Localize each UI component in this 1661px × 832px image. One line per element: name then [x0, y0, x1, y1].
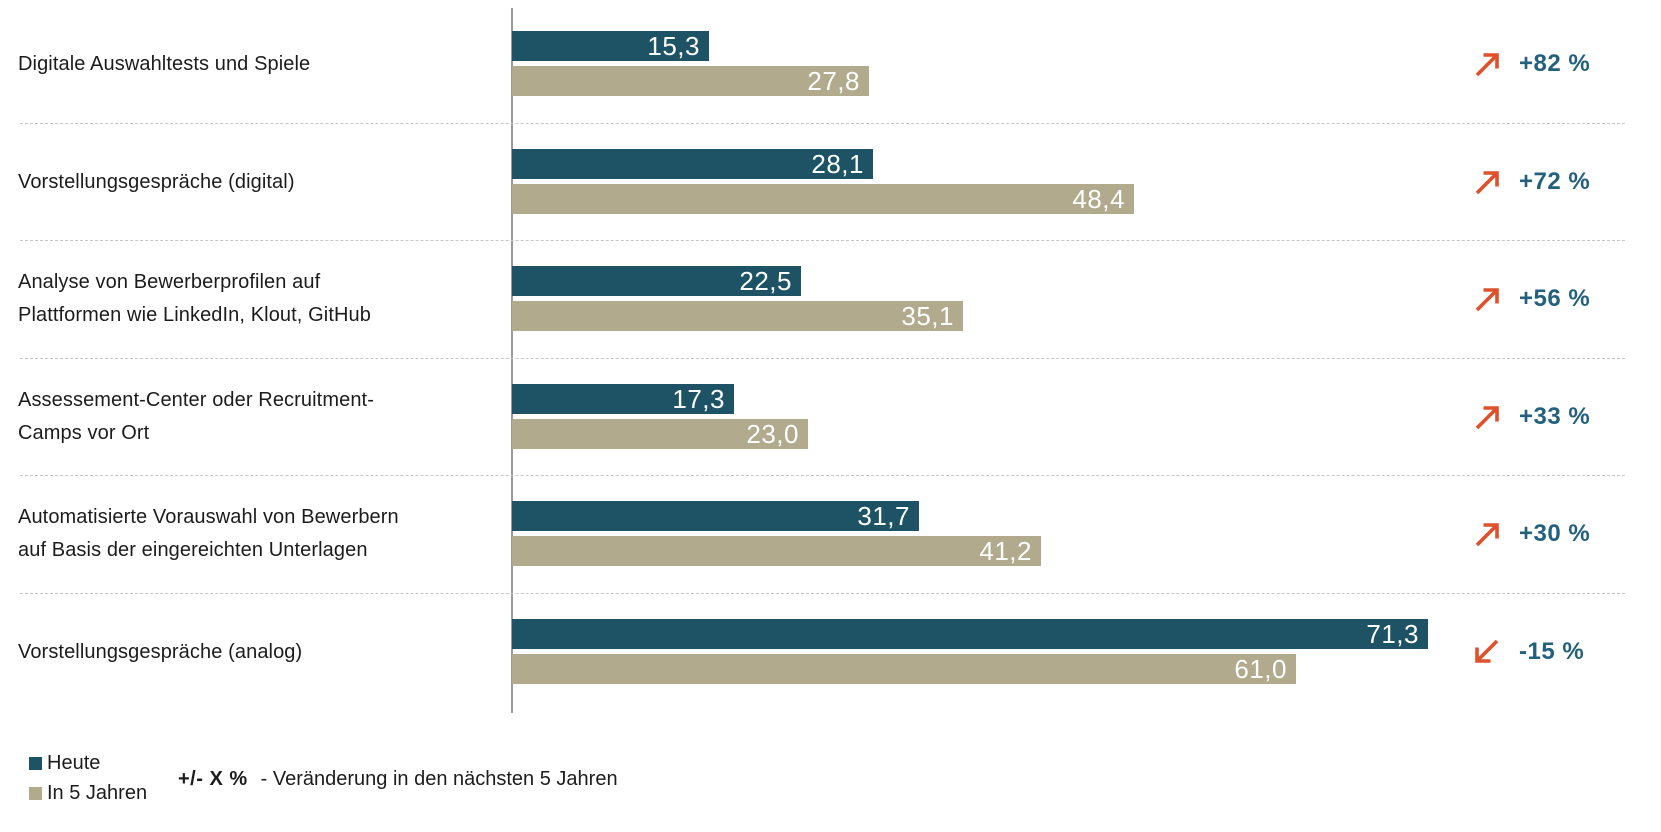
row-separator — [20, 593, 1625, 594]
change-indicator: +72 % — [1470, 123, 1590, 241]
trend-up-arrow-icon — [1475, 171, 1499, 195]
bar-value-in5jahren: 23,0 — [746, 419, 799, 449]
bar-value-in5jahren: 41,2 — [979, 536, 1032, 566]
change-percent: +33 % — [1519, 403, 1591, 430]
bar-in5jahren: 27,8 — [512, 66, 869, 96]
bar-value-heute: 28,1 — [811, 149, 864, 179]
category-label: Analyse von Bewerberprofilen auf Plattfo… — [18, 271, 371, 326]
change-percent: +82 % — [1519, 50, 1591, 77]
note-symbol: +/- X % — [178, 768, 248, 790]
change-indicator: +56 % — [1470, 240, 1590, 358]
change-indicator: +82 % — [1470, 5, 1590, 123]
bar-heute: 17,3 — [512, 384, 734, 414]
chart-row: Vorstellungsgespräche (analog) 71,3 61,0… — [0, 593, 1661, 711]
change-percent: +30 % — [1519, 520, 1591, 547]
legend-label-heute: Heute — [47, 752, 101, 774]
y-axis-line — [511, 8, 513, 713]
legend-swatch-in5jahren-icon — [29, 787, 42, 800]
category-label: Vorstellungsgespräche (analog) — [18, 640, 303, 663]
change-explanation-note: +/- X % - Veränderung in den nächsten 5 J… — [178, 768, 618, 791]
change-percent: +56 % — [1519, 285, 1591, 312]
chart-row: Vorstellungsgespräche (digital) 28,1 48,… — [0, 123, 1661, 241]
bar-value-heute: 22,5 — [739, 266, 792, 296]
bar-value-in5jahren: 48,4 — [1072, 184, 1125, 214]
bar-heute: 15,3 — [512, 31, 709, 61]
category-label: Vorstellungsgespräche (digital) — [18, 170, 295, 193]
bar-heute: 71,3 — [512, 619, 1428, 649]
chart-row: Digitale Auswahltests und Spiele 15,3 27… — [0, 5, 1661, 123]
trend-up-arrow-icon — [1475, 406, 1499, 430]
bar-value-heute: 15,3 — [647, 31, 700, 61]
category-label: Automatisierte Vorauswahl von Bewerbern … — [18, 506, 399, 561]
row-separator — [20, 123, 1625, 124]
bar-value-in5jahren: 35,1 — [901, 301, 954, 331]
change-indicator: +30 % — [1470, 475, 1590, 593]
trend-up-arrow-icon — [1475, 53, 1499, 77]
bar-in5jahren: 35,1 — [512, 301, 963, 331]
bar-heute: 31,7 — [512, 501, 919, 531]
legend: Heute In 5 Jahren — [29, 752, 147, 805]
row-separator — [20, 358, 1625, 359]
legend-item-in5jahren: In 5 Jahren — [29, 782, 147, 805]
change-percent: -15 % — [1519, 638, 1585, 665]
bar-value-heute: 71,3 — [1366, 619, 1419, 649]
change-indicator: -15 % — [1470, 593, 1584, 711]
note-text: - Veränderung in den nächsten 5 Jahren — [260, 768, 618, 790]
bar-in5jahren: 23,0 — [512, 419, 808, 449]
category-label: Digitale Auswahltests und Spiele — [18, 52, 311, 75]
change-percent: +72 % — [1519, 168, 1591, 195]
bar-value-in5jahren: 27,8 — [807, 66, 860, 96]
legend-label-in5jahren: In 5 Jahren — [47, 782, 148, 804]
chart-row: Analyse von Bewerberprofilen auf Plattfo… — [0, 240, 1661, 358]
chart-row: Automatisierte Vorauswahl von Bewerbern … — [0, 475, 1661, 593]
change-indicator: +33 % — [1470, 358, 1590, 476]
chart-row: Assessement-Center oder Recruitment- Cam… — [0, 358, 1661, 476]
bar-in5jahren: 41,2 — [512, 536, 1041, 566]
trend-up-arrow-icon — [1475, 523, 1499, 547]
bar-value-heute: 17,3 — [672, 384, 725, 414]
category-label: Assessement-Center oder Recruitment- Cam… — [18, 389, 374, 444]
bar-heute: 22,5 — [512, 266, 801, 296]
trend-down-arrow-icon — [1475, 639, 1499, 663]
row-separator — [20, 240, 1625, 241]
bar-value-in5jahren: 61,0 — [1234, 654, 1287, 684]
bar-in5jahren: 48,4 — [512, 184, 1134, 214]
row-separator — [20, 475, 1625, 476]
legend-item-heute: Heute — [29, 752, 147, 775]
trend-up-arrow-icon — [1475, 288, 1499, 312]
bar-heute: 28,1 — [512, 149, 873, 179]
bar-in5jahren: 61,0 — [512, 654, 1296, 684]
bar-value-heute: 31,7 — [857, 501, 910, 531]
legend-swatch-heute-icon — [29, 757, 42, 770]
